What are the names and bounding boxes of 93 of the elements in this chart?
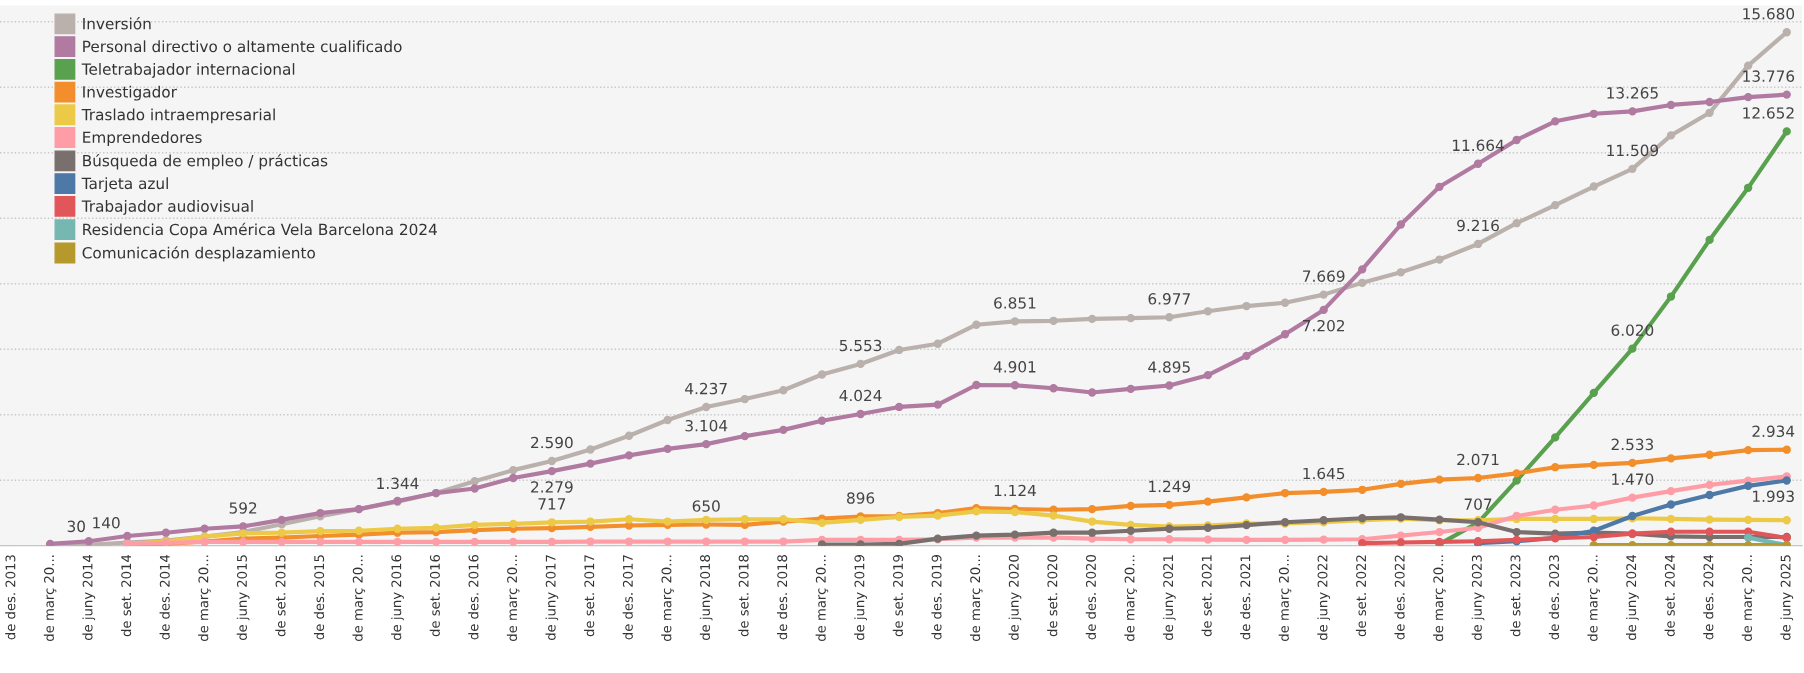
x-tick-label: de des. 2022 <box>1394 555 1405 640</box>
data-label: 7.202 <box>1303 319 1345 332</box>
data-label: 9.216 <box>1457 219 1499 232</box>
x-tick-label: de juny 2023 <box>1471 555 1485 641</box>
data-label: 2.934 <box>1752 425 1795 438</box>
x-tick-label: de set. 2014 <box>120 554 132 637</box>
x-tick-label: de març 20... <box>1587 555 1600 641</box>
data-label: 592 <box>229 502 257 514</box>
data-label: 11.664 <box>1452 139 1504 152</box>
legend-label: Tarjeta azul <box>81 177 168 193</box>
x-tick-label: de juny 2020 <box>1008 555 1022 641</box>
x-tick-label: de des. 2020 <box>1085 555 1096 640</box>
data-label: 6.851 <box>994 297 1036 309</box>
data-label: 4.895 <box>1148 361 1190 373</box>
data-label: 4.237 <box>685 382 727 395</box>
x-tick-label: de set. 2015 <box>275 555 286 637</box>
data-label: 1.344 <box>377 477 419 490</box>
x-tick-label: de des. 2014 <box>159 554 170 640</box>
x-tick-label: de set. 2016 <box>429 554 440 637</box>
x-tick-label: de març 20... <box>1278 555 1292 641</box>
x-tick-label: de juny 2014 <box>82 554 96 641</box>
data-label: 1.249 <box>1149 480 1191 493</box>
legend-label: Personal directivo o altamente cualificado <box>83 40 402 53</box>
data-label: 140 <box>93 516 120 529</box>
legend-label: Investigador <box>83 85 177 101</box>
data-label: 717 <box>538 498 566 510</box>
data-label: 30 <box>67 520 85 533</box>
x-tick-label: de març 20... <box>352 555 366 641</box>
data-label: 2.279 <box>531 481 573 493</box>
data-label: 1.993 <box>1753 490 1794 503</box>
x-tick-label: de març 20... <box>661 555 674 641</box>
data-label: 650 <box>692 500 720 512</box>
x-tick-label: de març 20... <box>815 555 829 641</box>
legend-label: Inversión <box>83 17 151 30</box>
x-tick-label: de juny 2015 <box>236 555 250 641</box>
x-tick-label: de set. 2017 <box>584 555 595 637</box>
data-label: 12.652 <box>1743 107 1794 119</box>
x-tick-label: de juny 2019 <box>854 555 867 641</box>
data-label: 15.680 <box>1743 8 1795 20</box>
data-label: 2.533 <box>1611 438 1654 451</box>
x-tick-label: de juny 2017 <box>545 555 559 641</box>
data-label: 1.470 <box>1612 473 1654 485</box>
x-tick-label: de des. 2016 <box>468 554 479 640</box>
x-tick-label: de set. 2020 <box>1047 555 1058 637</box>
x-tick-label: de juny 2024 <box>1626 554 1639 641</box>
x-tick-label: de des. 2021 <box>1240 555 1251 640</box>
x-tick-label: de març 20... <box>1741 555 1755 641</box>
x-tick-label: de des. 2017 <box>622 555 633 640</box>
legend-label: Búsqueda de empleo / prácticas <box>83 153 328 170</box>
data-label: 2.071 <box>1457 453 1499 466</box>
data-label: 3.104 <box>685 419 728 432</box>
x-tick-label: de set. 2019 <box>892 555 903 637</box>
legend-label: Residencia Copa América Vela Barcelona 2024 <box>83 222 437 239</box>
x-tick-label: de març 20... <box>198 555 211 641</box>
x-tick-label: de des. 2018 <box>777 555 788 640</box>
data-label: 11.509 <box>1607 144 1659 157</box>
legend-label: Trabajador audiovisual <box>81 200 253 215</box>
x-tick-label: de set. 2022 <box>1355 555 1367 637</box>
data-label: 5.553 <box>839 339 882 352</box>
x-tick-label: de juny 2018 <box>699 555 713 641</box>
legend-label: Emprendedores <box>83 131 202 147</box>
data-label: 4.024 <box>839 389 882 402</box>
x-tick-label: de març 20... <box>1124 555 1137 641</box>
data-label: 896 <box>847 492 875 504</box>
x-tick-label: de des. 2024 <box>1703 554 1714 640</box>
x-tick-label: de març 20... <box>969 555 983 641</box>
legend-label: Comunicación desplazamiento <box>82 246 315 262</box>
x-tick-label: de juny 2022 <box>1317 555 1331 641</box>
data-label: 707 <box>1464 498 1492 510</box>
x-tick-label: de set. 2024 <box>1664 554 1675 637</box>
x-tick-label: de des. 2019 <box>931 555 942 640</box>
data-label: 1.124 <box>994 484 1036 497</box>
data-label: 7.669 <box>1303 270 1345 282</box>
x-tick-label: de juny 2021 <box>1162 555 1176 641</box>
x-tick-label: de set. 2018 <box>738 555 749 637</box>
x-tick-label: de març 20... <box>506 555 520 641</box>
data-label: 13.776 <box>1743 70 1795 82</box>
data-label: 4.901 <box>993 361 1036 373</box>
x-tick-label: de set. 2021 <box>1201 555 1212 637</box>
x-tick-label: de març 20... <box>1433 555 1446 641</box>
x-tick-label: de des. 2023 <box>1548 555 1560 640</box>
x-tick-label: de juny 2025 <box>1780 555 1794 641</box>
x-tick-label: de març 20... <box>43 555 57 641</box>
x-tick-label: de des. 2013 <box>5 555 16 640</box>
x-tick-label: de set. 2023 <box>1510 555 1521 637</box>
data-label: 13.265 <box>1607 87 1658 99</box>
legend-label: Teletrabajador internacional <box>81 63 295 78</box>
legend-label: Traslado intraempresarial <box>81 108 275 124</box>
data-label: 6.977 <box>1148 293 1190 305</box>
data-label: 2.590 <box>531 436 573 449</box>
x-tick-label: de juny 2016 <box>391 554 404 641</box>
data-label: 1.645 <box>1303 467 1345 480</box>
x-tick-label: de des. 2015 <box>313 555 325 640</box>
